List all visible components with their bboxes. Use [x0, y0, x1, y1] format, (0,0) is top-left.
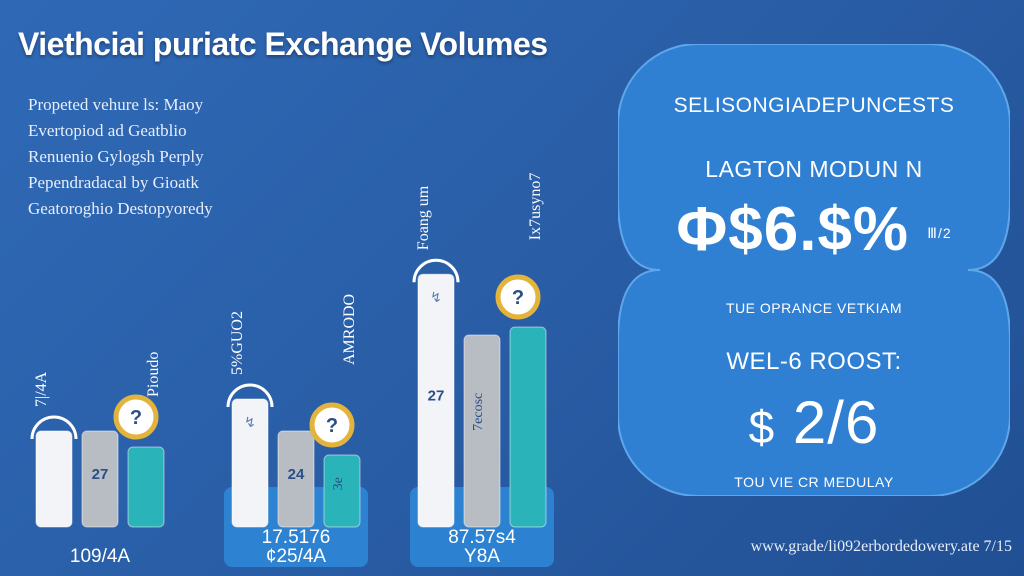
- group-vertical-label: 5%GUO2: [229, 311, 246, 375]
- category-label: 109/4A: [70, 546, 131, 567]
- stat1-caption: TUE OPRANCE VETKIAM: [726, 300, 902, 316]
- stat2-caption: TOU VIE CR MEDULAY: [734, 474, 894, 490]
- bar: [127, 446, 165, 528]
- bar: [417, 273, 455, 528]
- category-label: ¢25/4A: [266, 546, 327, 567]
- category-label: Y8A: [464, 546, 500, 567]
- question-badge-glyph: ?: [512, 287, 524, 309]
- stat1-value: Φ$6.$%: [676, 195, 910, 264]
- bar: [277, 430, 315, 528]
- stat1-value-row: Φ$6.$% Ⅲ/2: [618, 194, 1010, 265]
- bar: [463, 334, 501, 528]
- bar-icon: ↯: [430, 290, 442, 306]
- description-line: Geatoroghio Destopyoredy: [28, 199, 213, 218]
- group-vertical-label: AMRODO: [341, 294, 358, 365]
- bar: [231, 398, 269, 528]
- group-vertical-label: 7|/4A: [33, 371, 50, 407]
- bar-label: 24: [288, 466, 305, 483]
- footer-url: www.grade/li092erbordedowery.ate 7/15: [750, 538, 1012, 555]
- bar-label: 27: [92, 466, 109, 483]
- bar-label: 27: [428, 388, 445, 405]
- stat2-prefix: $: [748, 401, 776, 454]
- bar-icon: ↯: [244, 415, 256, 431]
- question-badge-icon: [309, 402, 355, 448]
- stat1-label: LAGTON MODUN N: [705, 156, 923, 182]
- bar: [35, 430, 73, 528]
- stats-panel: SELISONGIADEPUNCESTS LAGTON MODUN N Φ$6.…: [618, 44, 1010, 496]
- question-badge-glyph: ?: [130, 407, 142, 429]
- description-line: Propeted vehure ls: Maoy: [28, 95, 204, 114]
- stat2-value-row: $ 2/6: [618, 388, 1010, 457]
- bar: [323, 454, 361, 528]
- bar-chart: 27? 7|/4A Pioudo 109/4A 17.5176 ↯ 24 3e? 5%GUO2 A…: [30, 173, 554, 567]
- group-total-label: 87.57s4: [448, 527, 516, 548]
- bar-vertical-label: 7ecosc: [471, 393, 486, 431]
- description-line: Pependradacal by Gioatk: [28, 173, 199, 192]
- description-block: Propeted vehure ls: Maoy Evertopiod ad G…: [28, 92, 318, 222]
- bar-vertical-label: 3e: [331, 477, 346, 490]
- stat2-label: WEL-6 ROOST:: [726, 348, 902, 375]
- description-line: Renuenio Gylogsh Perply: [28, 147, 204, 166]
- group-vertical-label: Ix7usyno7: [527, 173, 544, 241]
- group-total-label: 17.5176: [262, 527, 331, 548]
- question-badge-icon: [495, 274, 541, 320]
- panel-background: [618, 44, 1010, 496]
- bar-arc-accent: [412, 258, 460, 283]
- stat1-suffix: Ⅲ/2: [927, 225, 952, 242]
- panel-heading: SELISONGIADEPUNCESTS: [673, 94, 955, 117]
- group-vertical-label: Foang um: [415, 185, 432, 250]
- stat2-value: 2/6: [792, 389, 880, 456]
- bar-arc-accent: [226, 383, 274, 408]
- description-line: Evertopiod ad Geatblio: [28, 121, 187, 140]
- bar-arc-accent: [30, 415, 78, 440]
- bar: [509, 326, 547, 528]
- question-badge-icon: [113, 394, 159, 440]
- group-vertical-label: Pioudo: [145, 352, 162, 397]
- bar: [81, 430, 119, 528]
- page-title: Viethciai puriatc Exchange Volumes: [18, 26, 548, 62]
- question-badge-glyph: ?: [326, 415, 338, 437]
